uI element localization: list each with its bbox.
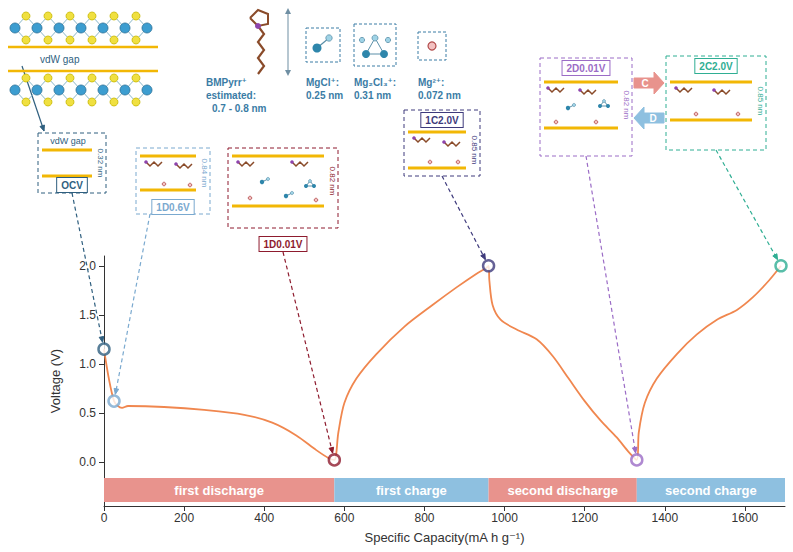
- svg-text:2.0: 2.0: [79, 258, 96, 273]
- svg-text:1.0: 1.0: [79, 357, 96, 371]
- svg-text:0: 0: [101, 511, 108, 525]
- svg-text:first charge: first charge: [376, 483, 447, 498]
- svg-text:Mg²⁺:: Mg²⁺:: [418, 77, 444, 88]
- svg-text:1400: 1400: [651, 511, 678, 525]
- svg-text:Specific Capacity(mA h g⁻¹): Specific Capacity(mA h g⁻¹): [364, 530, 524, 545]
- svg-text:1600: 1600: [732, 511, 759, 525]
- svg-text:vdW gap: vdW gap: [40, 54, 80, 65]
- svg-text:estimated:: estimated:: [206, 90, 256, 101]
- svg-text:1.5: 1.5: [79, 308, 96, 322]
- svg-text:0.5: 0.5: [79, 406, 96, 420]
- svg-text:Voltage (V): Voltage (V): [48, 349, 63, 413]
- svg-text:200: 200: [174, 511, 194, 525]
- svg-text:0.072 nm: 0.072 nm: [418, 90, 461, 101]
- svg-text:vdW gap: vdW gap: [50, 136, 86, 146]
- svg-text:0.84 nm: 0.84 nm: [200, 159, 209, 188]
- svg-text:2D0.01V: 2D0.01V: [567, 63, 606, 74]
- svg-text:0.25 nm: 0.25 nm: [306, 90, 343, 101]
- svg-text:0.82 nm: 0.82 nm: [622, 91, 631, 120]
- svg-text:1200: 1200: [571, 511, 598, 525]
- svg-text:0.85 nm: 0.85 nm: [756, 87, 765, 116]
- svg-text:C: C: [641, 78, 648, 89]
- svg-text:0.82 nm: 0.82 nm: [328, 167, 337, 196]
- svg-text:Mg₂Cl₃⁺:: Mg₂Cl₃⁺:: [354, 77, 396, 88]
- svg-text:BMPyrr⁺: BMPyrr⁺: [206, 77, 247, 88]
- svg-text:2C2.0V: 2C2.0V: [699, 61, 733, 72]
- svg-text:MgCl⁺:: MgCl⁺:: [306, 77, 339, 88]
- svg-text:600: 600: [334, 511, 354, 525]
- svg-text:second charge: second charge: [665, 483, 757, 498]
- svg-text:second discharge: second discharge: [507, 483, 618, 498]
- svg-text:1D0.6V: 1D0.6V: [156, 202, 190, 213]
- svg-text:first discharge: first discharge: [174, 483, 264, 498]
- svg-text:0.85 nm: 0.85 nm: [470, 136, 479, 165]
- svg-text:D: D: [649, 113, 656, 124]
- svg-text:800: 800: [414, 511, 434, 525]
- svg-text:1C2.0V: 1C2.0V: [425, 115, 459, 126]
- svg-text:400: 400: [254, 511, 274, 525]
- svg-text:1000: 1000: [491, 511, 518, 525]
- svg-text:0.31 nm: 0.31 nm: [354, 90, 391, 101]
- svg-text:OCV: OCV: [61, 180, 83, 191]
- svg-text:0.0: 0.0: [79, 455, 96, 469]
- svg-text:0.7 - 0.8 nm: 0.7 - 0.8 nm: [212, 103, 267, 114]
- svg-text:1D0.01V: 1D0.01V: [264, 239, 303, 250]
- svg-text:0.32 nm: 0.32 nm: [96, 149, 105, 178]
